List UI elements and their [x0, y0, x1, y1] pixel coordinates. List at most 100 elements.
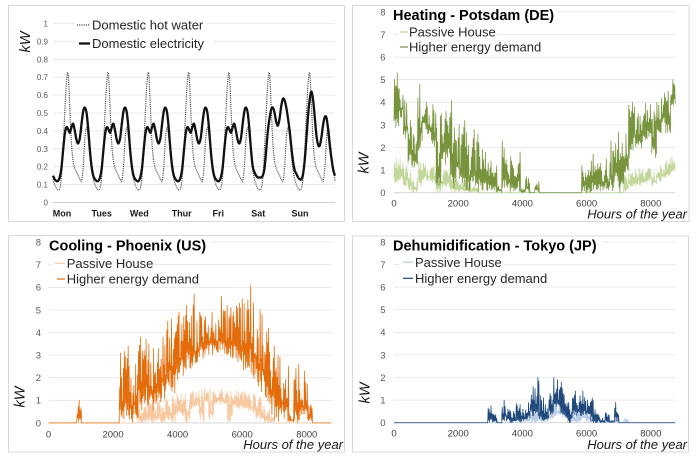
y-tick-label: 1: [380, 396, 385, 407]
x-tick-label: 2000: [448, 199, 469, 210]
series-lines: [48, 284, 332, 424]
x-tick-label: 8000: [640, 199, 661, 210]
series-lines: [51, 71, 337, 191]
series-line-domestic-electricity: [51, 90, 337, 183]
y-tick-label: 0.2: [37, 163, 49, 172]
x-tick-label: 4000: [512, 429, 533, 440]
chart-title: Heating - Potsdam (DE): [393, 8, 554, 24]
y-tick-label: 3: [380, 350, 385, 361]
x-axis-label: Hours of the year: [587, 207, 687, 222]
y-tick-label: 8: [380, 237, 385, 248]
x-tick-label-fri: Fri: [213, 209, 225, 219]
y-tick-label: 6: [36, 283, 41, 294]
y-tick-label: 5: [36, 305, 41, 316]
y-tick-label: 1: [36, 396, 41, 407]
y-tick-label: 7: [380, 260, 385, 271]
x-tick-label: 6000: [576, 429, 597, 440]
chart-title: Cooling - Phoenix (US): [49, 239, 206, 255]
legend-label-passive-house: Passive House: [409, 25, 496, 40]
x-tick-label: 8000: [640, 429, 661, 440]
x-tick-labels: 0 2000 4000 6000 8000: [46, 430, 317, 441]
legend-label-higher-energy-demand: Higher energy demand: [415, 271, 547, 286]
y-tick-labels: 0 1 2 3 4 5 6 7 8: [380, 237, 385, 429]
y-tick-label: 6: [380, 283, 385, 294]
y-tick-label: 2: [380, 143, 385, 154]
x-tick-label-sun: Sun: [292, 209, 309, 219]
legend-label-domestic-electricity: Domestic electricity: [92, 36, 204, 51]
x-tick-label: 0: [391, 199, 396, 210]
y-axis-label: kW: [18, 30, 34, 52]
y-tick-label: 1: [44, 20, 49, 29]
y-tick-label: 3: [380, 120, 385, 131]
y-tick-label: 0: [36, 418, 41, 429]
x-tick-labels: 0 2000 4000 6000 8000: [391, 199, 661, 210]
legend-label-higher-energy-demand: Higher energy demand: [409, 40, 541, 55]
y-tick-label: 3: [36, 351, 41, 362]
series-lines: [394, 377, 676, 424]
x-tick-label: 2000: [448, 429, 469, 440]
legend-label-passive-house: Passive House: [67, 256, 154, 271]
y-tick-labels: 0 0.1 0.2 0.3 0.4 0.5 0.6 0.7 0.8 0.9 1: [37, 20, 49, 208]
panel-domestic-demand: 0 0.1 0.2 0.3 0.4 0.5 0.6 0.7 0.8 0.9 1 Mon Tues Wed…: [8, 5, 345, 222]
series-lines: [393, 72, 676, 194]
y-tick-label: 4: [380, 328, 385, 339]
legend-background: [398, 25, 498, 40]
legend-background: [52, 256, 154, 271]
series-line-higher-energy-demand: [48, 284, 332, 424]
legend-background: [75, 35, 213, 51]
y-tick-label: 0: [380, 418, 385, 429]
title-background: [390, 236, 602, 255]
y-tick-label: 0.1: [37, 181, 49, 190]
y-tick-label: 0.9: [37, 37, 49, 46]
x-tick-label: 2000: [102, 430, 123, 441]
y-tick-label: 6: [380, 53, 385, 64]
title-background: [390, 6, 558, 24]
legend-background: [52, 272, 199, 286]
x-tick-label-wed: Wed: [130, 209, 149, 219]
x-axis-label: Hours of the year: [587, 437, 687, 452]
x-tick-label: 0: [46, 430, 51, 441]
panel-dehumidification: 0 1 2 3 4 5 6 7 8 0 2000 4000 6000 8000 Dehumidifica…: [352, 235, 689, 453]
legend-background: [75, 17, 206, 32]
y-tick-label: 0.5: [37, 109, 49, 118]
title-background: [45, 236, 210, 255]
y-tick-label: 2: [380, 373, 385, 384]
legend-label-passive-house: Passive House: [415, 255, 502, 270]
y-tick-label: 8: [36, 238, 41, 249]
x-tick-label: 6000: [576, 199, 597, 210]
x-tick-label: 6000: [232, 430, 253, 441]
legend-background: [400, 271, 548, 285]
series-line-passive-house: [48, 388, 332, 424]
y-tick-label: 4: [36, 328, 41, 339]
series-line-higher-energy-demand: [393, 72, 676, 194]
panel-heating: 0 1 2 3 4 5 6 7 8 0 2000 4000 6000 8000 Heating - Po…: [352, 5, 690, 222]
x-tick-label: 4000: [512, 199, 533, 210]
y-tick-labels: 0 1 2 3 4 5 6 7 8: [36, 238, 41, 430]
x-tick-label: 8000: [296, 430, 317, 441]
y-tick-label: 5: [380, 305, 385, 316]
x-tick-label-mon: Mon: [53, 209, 72, 219]
y-tick-label: 1: [380, 166, 385, 177]
y-tick-label: 0.3: [37, 145, 49, 154]
y-tick-label: 7: [380, 30, 385, 41]
chart-title: Dehumidification - Tokyo (JP): [393, 239, 597, 255]
y-tick-label: 0.8: [37, 55, 49, 64]
y-tick-labels: 0 1 2 3 4 5 6 7 8: [380, 7, 385, 199]
y-axis-label: kW: [357, 151, 373, 173]
x-tick-label: 4000: [167, 430, 188, 441]
x-tick-labels: 0 2000 4000 6000 8000: [391, 429, 661, 440]
x-tick-label-thur: Thur: [172, 209, 192, 219]
legend-label-domestic-hot-water: Domestic hot water: [92, 18, 204, 33]
y-tick-label: 0.6: [37, 91, 49, 100]
x-tick-label-sat: Sat: [251, 209, 265, 219]
x-tick-label: 0: [391, 429, 396, 440]
x-axis-label: Hours of the year: [243, 437, 343, 452]
legend-background: [400, 255, 503, 270]
y-tick-label: 0.4: [37, 127, 49, 136]
x-tick-labels: Mon Tues Wed Thur Fri Sat Sun: [53, 209, 309, 219]
y-tick-label: 0: [380, 188, 385, 199]
x-tick-label-tues: Tues: [92, 209, 112, 219]
y-tick-label: 2: [36, 373, 41, 384]
y-tick-label: 8: [380, 7, 385, 18]
